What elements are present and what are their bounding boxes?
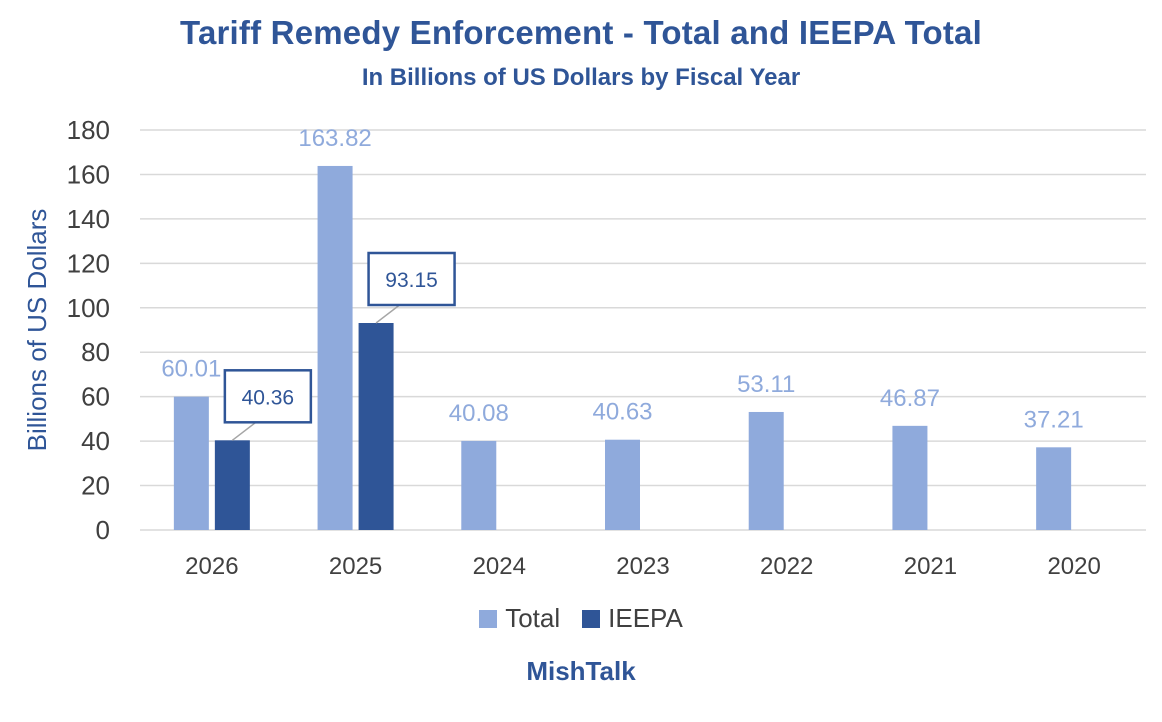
- bar-total-2020: [1036, 447, 1072, 530]
- bars: [173, 165, 1072, 530]
- data-labels: 60.01 40.36 163.82 93.15 40.08 40.63 53.11 46.8…: [161, 125, 1084, 441]
- legend-label-ieepa: IEEPA: [608, 603, 683, 633]
- y-tick-label: 120: [67, 248, 110, 278]
- data-label-total-2022: 53.11: [737, 371, 795, 398]
- x-tick-label: 2021: [904, 553, 957, 580]
- y-tick-label: 100: [67, 293, 110, 323]
- y-tick-label: 20: [81, 471, 110, 501]
- bar-total-2023: [605, 439, 640, 530]
- data-label-total-2023: 40.63: [592, 399, 652, 426]
- gridlines: [140, 129, 1146, 531]
- legend: Total IEEPA: [0, 603, 1162, 634]
- x-tick-label: 2026: [185, 553, 238, 580]
- y-tick-label: 180: [67, 115, 110, 145]
- legend-label-total: Total: [505, 603, 561, 633]
- x-tick-label: 2020: [1047, 553, 1100, 580]
- data-label-ieepa-2025: 93.15: [385, 269, 438, 292]
- y-axis-ticks: 0 20 40 60 80 100 120 140 160 180: [67, 115, 110, 545]
- callout-leader-2025: [375, 304, 401, 324]
- data-label-total-2021: 46.87: [880, 385, 940, 412]
- legend-swatch-ieepa: [582, 609, 601, 628]
- data-label-total-2025: 163.82: [298, 125, 371, 152]
- chart-title: Tariff Remedy Enforcement - Total and IE…: [180, 14, 982, 51]
- bar-ieepa-2026: [214, 440, 250, 530]
- callout-leader-2026: [231, 421, 257, 441]
- bar-total-2024: [461, 440, 497, 530]
- chart-subtitle: In Billions of US Dollars by Fiscal Year: [361, 64, 801, 91]
- bar-total-2021: [892, 425, 928, 530]
- y-tick-label: 140: [67, 204, 110, 234]
- y-axis-label: Billions of US Dollars: [22, 209, 52, 452]
- y-tick-label: 0: [96, 515, 110, 545]
- callout-box-2026: [223, 369, 313, 424]
- y-tick-label: 80: [81, 337, 110, 367]
- y-tick-label: 160: [67, 159, 110, 189]
- bar-total-2022: [748, 411, 784, 530]
- data-label-total-2020: 37.21: [1024, 406, 1084, 433]
- bar-total-2025: [317, 165, 353, 530]
- data-label-ieepa-2026: 40.36: [242, 386, 295, 409]
- legend-entry-ieepa: IEEPA: [582, 603, 683, 634]
- data-label-total-2024: 40.08: [449, 400, 509, 427]
- x-tick-label: 2024: [473, 553, 526, 580]
- bar-ieepa-2025: [358, 323, 394, 530]
- y-tick-label: 60: [81, 382, 110, 412]
- legend-entry-total: Total: [479, 603, 560, 634]
- legend-swatch-total: [479, 609, 498, 628]
- x-tick-label: 2023: [616, 553, 669, 580]
- callout-box-2025: [367, 251, 456, 307]
- source-label: MishTalk: [526, 656, 636, 686]
- x-tick-label: 2022: [760, 553, 813, 580]
- data-label-total-2026: 60.01: [161, 356, 221, 383]
- y-tick-label: 40: [81, 426, 110, 456]
- x-axis-ticks: 2026 2025 2024 2023 2022 2021 2020: [185, 553, 1101, 580]
- bar-total-2026: [173, 396, 209, 530]
- x-tick-label: 2025: [329, 553, 382, 580]
